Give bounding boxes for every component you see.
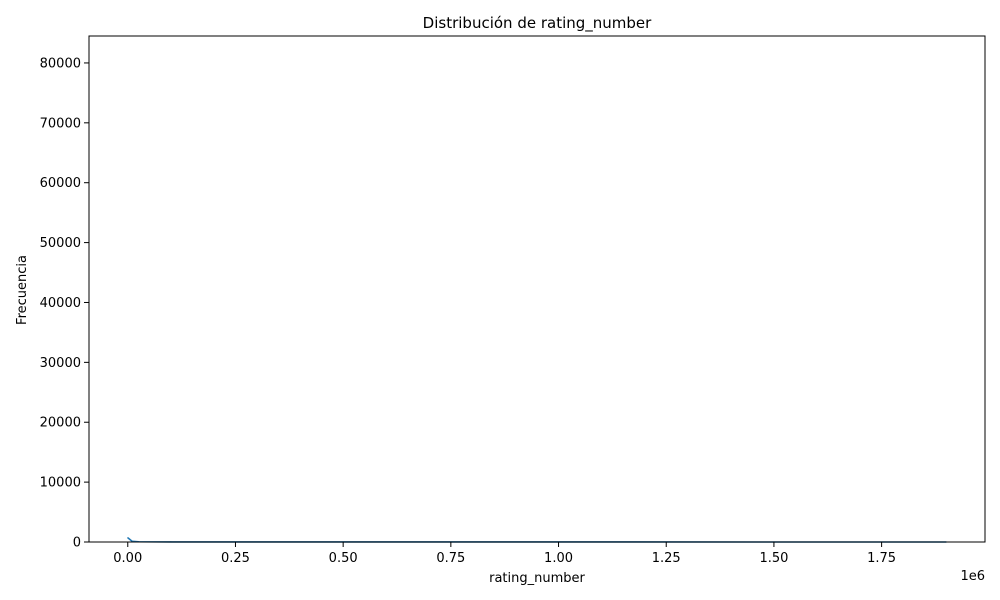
y-axis-label: Frecuencia xyxy=(15,255,30,325)
data-point xyxy=(127,537,129,539)
series-line-0 xyxy=(127,537,947,543)
y-tick-label: 50000 xyxy=(40,236,81,251)
x-axis-label: rating_number xyxy=(489,571,585,586)
x-tick-label: 0.50 xyxy=(329,551,358,566)
x-axis: 0.00 0.25 0.50 0.75 1.00 1.25 1.50 1.75 xyxy=(113,542,896,566)
y-tick-label: 30000 xyxy=(40,356,81,371)
x-tick-label: 1.50 xyxy=(759,551,788,566)
x-axis-offset-label: 1e6 xyxy=(960,569,985,584)
x-tick-label: 1.00 xyxy=(544,551,573,566)
y-tick-label: 0 xyxy=(73,536,81,551)
y-tick-label: 80000 xyxy=(40,56,81,71)
y-axis: 0 10000 20000 30000 40000 50000 60000 70000 8000… xyxy=(40,56,89,551)
y-tick-label: 10000 xyxy=(40,476,81,491)
y-tick-label: 40000 xyxy=(40,296,81,311)
chart-title: Distribución de rating_number xyxy=(423,14,652,33)
x-tick-label: 0.25 xyxy=(221,551,250,566)
x-tick-label: 0.00 xyxy=(113,551,142,566)
x-tick-label: 1.75 xyxy=(867,551,896,566)
y-tick-label: 70000 xyxy=(40,116,81,131)
x-tick-label: 0.75 xyxy=(436,551,465,566)
plot-frame xyxy=(88,35,986,543)
y-tick-label: 20000 xyxy=(40,416,81,431)
y-tick-label: 60000 xyxy=(40,176,81,191)
x-tick-label: 1.25 xyxy=(652,551,681,566)
